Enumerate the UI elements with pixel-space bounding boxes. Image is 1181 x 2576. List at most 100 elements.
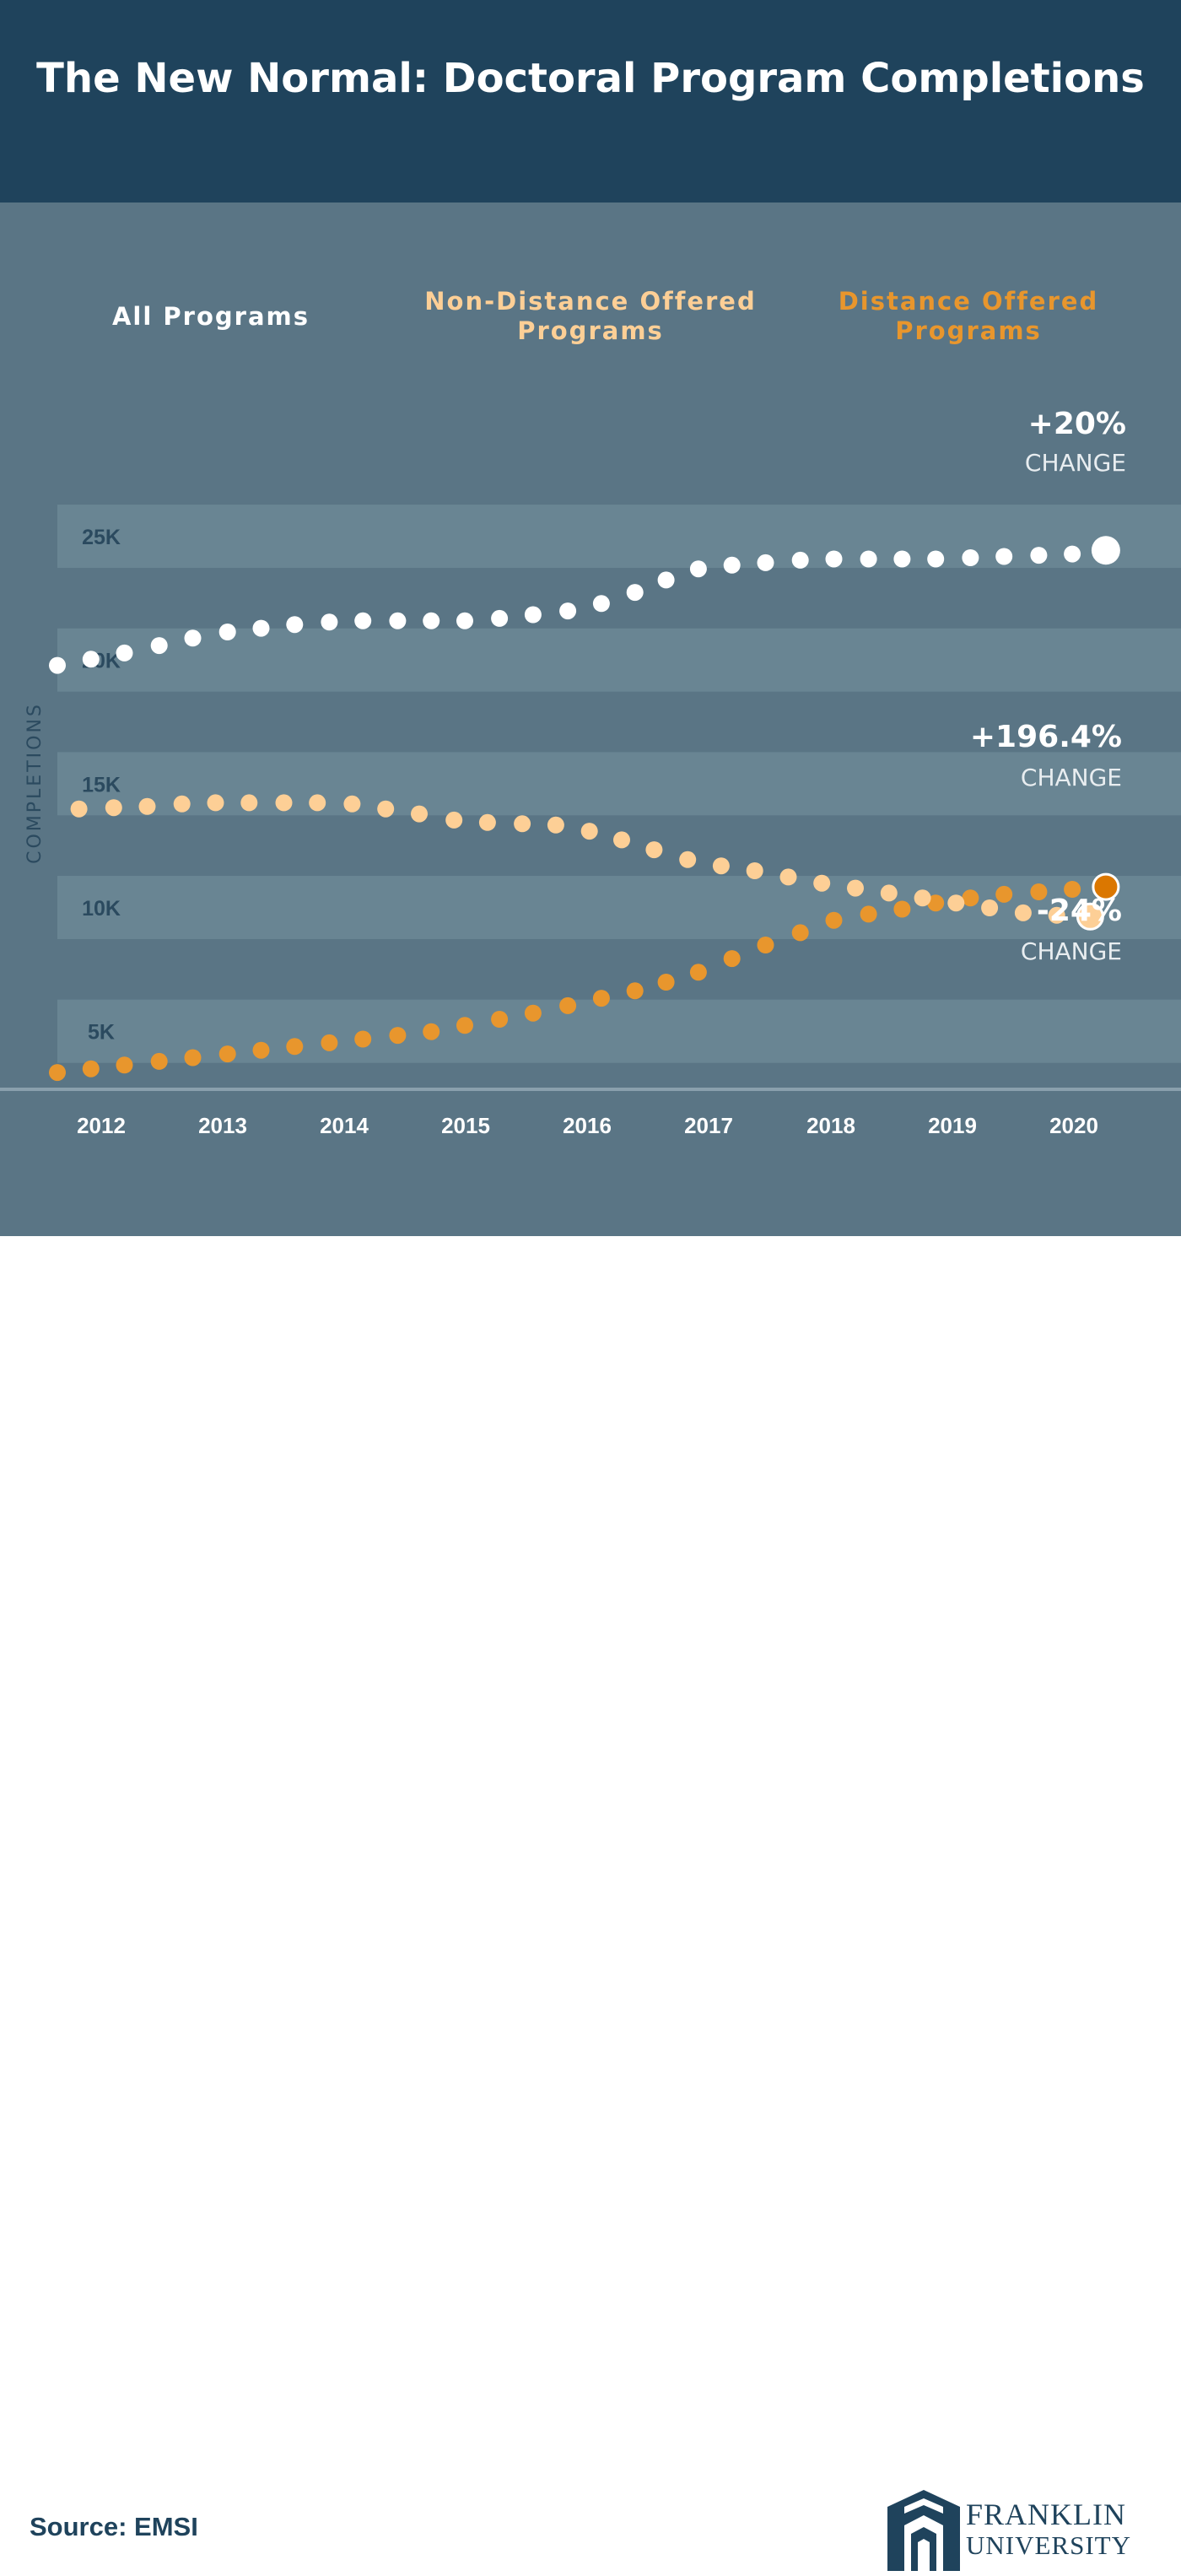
series-2-point — [389, 1027, 407, 1045]
change-label: CHANGE — [1021, 937, 1122, 965]
x-tick-label: 2020 — [1049, 1113, 1098, 1138]
x-tick-label: 2012 — [77, 1113, 126, 1138]
series-0-point — [626, 584, 644, 602]
series-1-point — [411, 805, 428, 823]
series-1-point — [679, 851, 697, 868]
series-1-point — [478, 813, 496, 831]
series-1-point — [712, 857, 730, 875]
franklin-logo-mark-icon — [887, 2490, 960, 2571]
series-0-point — [1064, 545, 1081, 563]
y-tick-label: 25K — [82, 526, 121, 549]
series-2-point — [1092, 872, 1120, 901]
series-0-point — [423, 612, 440, 629]
series-0-point — [1091, 536, 1120, 565]
x-tick-label: 2014 — [320, 1113, 369, 1138]
series-0-point — [893, 550, 911, 568]
x-tick-label: 2015 — [441, 1113, 490, 1138]
series-1-point — [105, 799, 122, 817]
series-1-point — [207, 794, 224, 812]
series-2-point — [825, 911, 843, 929]
series-2-point — [49, 1064, 66, 1082]
series-1-point — [1076, 902, 1104, 931]
series-2-point — [757, 937, 774, 953]
series-1-point — [746, 862, 763, 879]
series-2-point — [657, 974, 675, 991]
series-1-point — [847, 879, 864, 897]
series-2-point — [1064, 881, 1081, 898]
series-1-point — [981, 899, 999, 916]
series-2-point — [286, 1038, 304, 1056]
series-2-point — [1030, 883, 1048, 900]
footer: Source: EMSI FRANKLIN UNIVERSITY — [0, 1236, 1181, 2571]
series-0-point — [354, 612, 372, 629]
x-tick-label: 2019 — [928, 1113, 977, 1138]
series-2-point — [82, 1060, 100, 1077]
series-0-point — [524, 606, 542, 624]
change-value: +196.4% — [970, 720, 1122, 754]
series-2-point — [524, 1004, 542, 1022]
series-0-point — [723, 556, 741, 574]
change-label: CHANGE — [1025, 449, 1126, 477]
series-0-point — [995, 548, 1013, 565]
series-1-point — [613, 831, 630, 849]
series-1-point — [275, 794, 293, 812]
y-axis-label: COMPLETIONS — [24, 702, 46, 864]
series-1-point — [240, 794, 258, 812]
gridband-25K — [57, 505, 1181, 569]
header-banner: The New Normal: Doctoral Program Complet… — [0, 0, 1181, 203]
series-0-point — [757, 554, 774, 571]
series-1-point — [1014, 904, 1032, 921]
series-2-point — [456, 1017, 473, 1034]
source-note: Source: EMSI — [30, 2512, 198, 2541]
franklin-university-logo: FRANKLIN UNIVERSITY — [886, 2488, 1156, 2573]
series-0-point — [252, 619, 270, 637]
series-1-point — [1048, 906, 1065, 924]
chart-area: 25K 20K 15K 10K 5K COMPLETIONS 2012 2013 2014 201… — [0, 203, 1181, 1236]
y-tick-label: 15K — [82, 773, 121, 797]
series-2-point — [995, 885, 1013, 903]
series-2-point — [689, 964, 707, 981]
series-1-point — [880, 884, 898, 902]
series-0-point — [689, 560, 707, 578]
series-2-point — [218, 1045, 236, 1063]
series-2-point — [150, 1052, 168, 1070]
gridband-15K — [57, 752, 1181, 816]
series-2-point — [423, 1023, 440, 1040]
series-2-point — [791, 924, 809, 942]
change-value: +20% — [1028, 407, 1126, 441]
series-2-point — [252, 1041, 270, 1059]
series-2-point — [321, 1034, 338, 1051]
legend-label: Non-Distance Offered — [424, 287, 756, 316]
series-1-point — [645, 841, 663, 859]
chart-title: The New Normal: Doctoral Program Complet… — [36, 55, 1145, 102]
x-tick-label: 2017 — [684, 1113, 733, 1138]
series-1-point — [914, 889, 931, 907]
series-1-point — [514, 815, 531, 833]
series-0-point — [49, 656, 66, 674]
logo-word-university: UNIVERSITY — [966, 2530, 1131, 2560]
series-2-point — [184, 1049, 202, 1067]
gridband-5K — [57, 999, 1181, 1063]
series-0-point — [321, 613, 338, 631]
change-label: CHANGE — [1021, 764, 1122, 791]
series-0-point — [791, 551, 809, 569]
series-2-point — [723, 950, 741, 968]
x-tick-label: 2013 — [198, 1113, 247, 1138]
gridband-20K — [57, 628, 1181, 692]
series-2-point — [592, 990, 610, 1007]
series-1-point — [309, 794, 326, 812]
series-0-point — [592, 595, 610, 613]
x-tick-label: 2016 — [563, 1113, 612, 1138]
series-0-point — [218, 624, 236, 640]
series-1-point — [138, 797, 156, 815]
series-0-point — [491, 609, 509, 627]
series-1-point — [445, 811, 463, 829]
series-2-point — [626, 982, 644, 1000]
series-2-point — [354, 1030, 372, 1048]
series-0-point — [927, 550, 945, 568]
series-2-point — [491, 1011, 509, 1028]
series-2-point — [559, 996, 577, 1014]
series-2-point — [927, 894, 945, 912]
series-1-point — [70, 800, 88, 818]
series-0-point — [286, 616, 304, 634]
